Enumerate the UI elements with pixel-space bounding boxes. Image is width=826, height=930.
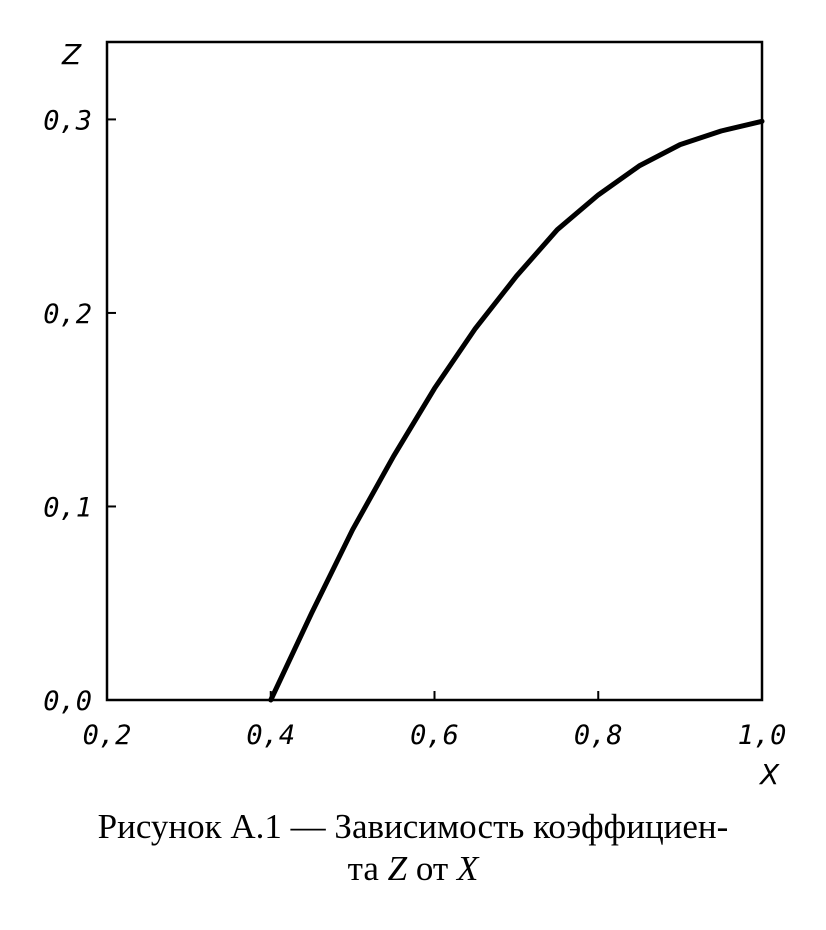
y-axis-ticks: 0,0 0,1 0,2 0,3 (43, 105, 116, 717)
y-tick-label: 0,3 (43, 105, 92, 136)
x-tick-label: 0,6 (410, 720, 459, 751)
series-line (268, 118, 765, 703)
x-axis-ticks: 0,2 0,4 0,6 0,8 1,0 (83, 691, 787, 751)
caption-text-ta: та (347, 849, 388, 888)
caption-line-2: та Z от X (0, 848, 826, 890)
figure-caption: Рисунок А.1 — Зависимость коэффициен- та… (0, 806, 826, 890)
series-layer (268, 118, 765, 703)
caption-line-1: Рисунок А.1 — Зависимость коэффициен- (97, 807, 729, 846)
x-tick-label: 0,2 (83, 720, 132, 751)
y-tick-label: 0,1 (43, 492, 92, 523)
chart: 0,2 0,4 0,6 0,8 1,0 0,0 0,1 0,2 0,3 Z X (43, 38, 787, 791)
x-tick-label: 0,4 (246, 720, 295, 751)
x-tick-label: 1,0 (738, 720, 787, 751)
x-tick-label: 0,8 (574, 720, 623, 751)
y-tick-label: 0,2 (43, 299, 92, 330)
plot-frame (105, 40, 764, 702)
caption-symbol-z: Z (387, 849, 408, 888)
y-axis-title: Z (61, 38, 82, 71)
caption-symbol-x: X (456, 849, 479, 888)
x-axis-title: X (758, 758, 780, 791)
y-tick-label: 0,0 (43, 686, 92, 717)
caption-text-ot: от (407, 849, 457, 888)
